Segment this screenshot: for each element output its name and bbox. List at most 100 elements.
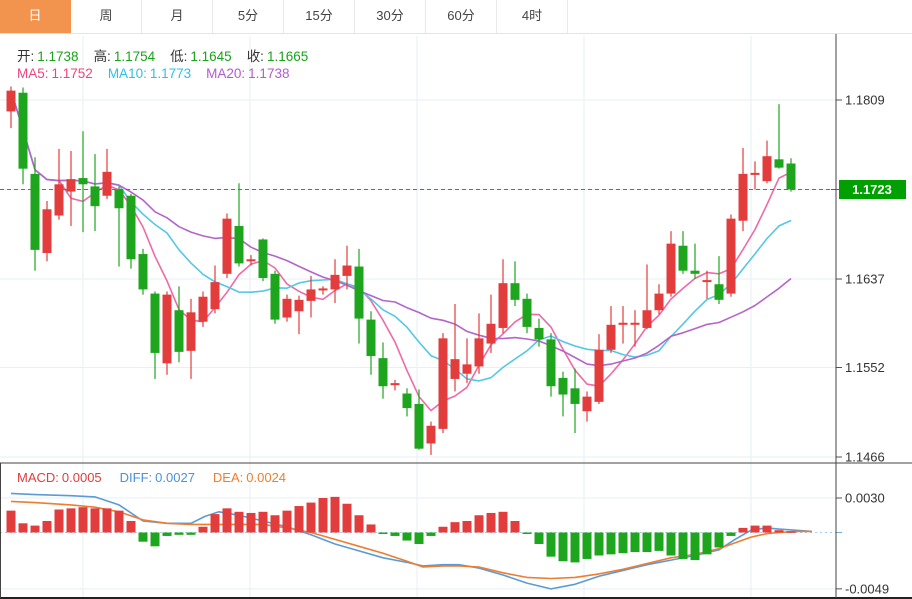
macd-bar — [126, 521, 136, 533]
macd-bar — [750, 525, 760, 533]
macd-bar — [90, 508, 100, 533]
candle-body — [90, 186, 100, 207]
current-price-badge: 1.1723 — [831, 180, 906, 200]
tab-60min[interactable]: 60分 — [426, 0, 497, 33]
candle-body — [762, 156, 772, 182]
macd-bar — [558, 532, 568, 562]
macd-bar — [498, 511, 508, 533]
macd-bar — [306, 502, 316, 533]
macd-bar — [522, 532, 532, 534]
candle-body — [66, 179, 76, 192]
candle-body — [702, 280, 712, 283]
candle-body — [786, 163, 796, 190]
candles-group — [6, 86, 796, 455]
candle-body — [30, 173, 40, 250]
macd-bar — [486, 512, 496, 533]
candle-body — [330, 274, 340, 290]
candle-body — [402, 393, 412, 409]
macd-bar — [630, 532, 640, 553]
ma5-value: MA5: 1.1752 — [17, 66, 93, 81]
macd-bar — [114, 510, 124, 533]
tab-30min[interactable]: 30分 — [355, 0, 426, 33]
macd-bar — [18, 523, 28, 533]
candle-body — [510, 283, 520, 300]
ma10-line — [10, 90, 792, 382]
macd-bar — [222, 508, 232, 533]
candle-body — [390, 383, 400, 386]
candle-body — [654, 293, 664, 311]
candle-body — [234, 225, 244, 264]
macd-bar — [402, 532, 412, 541]
candle-body — [714, 284, 724, 300]
candle-body — [306, 289, 316, 301]
candle-body — [18, 92, 28, 169]
open-value: 开: 1.1738 — [17, 49, 79, 64]
macd-bar — [30, 525, 40, 533]
ma20-line — [10, 90, 792, 367]
candle-body — [150, 293, 160, 353]
macd-bar — [174, 532, 184, 535]
ma-legend: MA5: 1.1752 MA10: 1.1773 MA20: 1.1738 — [17, 66, 289, 81]
macd-bar — [786, 531, 796, 533]
candle-body — [618, 322, 628, 325]
macd-bar — [78, 507, 88, 533]
candle-body — [750, 172, 760, 175]
candle-body — [726, 218, 736, 294]
macd-bar — [366, 524, 376, 533]
macd-bar — [702, 532, 712, 555]
candle-body — [42, 209, 52, 253]
dea-line — [10, 500, 812, 580]
chart-canvas[interactable]: 1.1809 1.1723 1.1637 1.1552 1.1466 0.0030 -0.0… — [0, 34, 912, 599]
macd-bar — [570, 532, 580, 563]
candle-body — [354, 266, 364, 319]
tab-month[interactable]: 月 — [142, 0, 213, 33]
macd-bar — [138, 532, 148, 542]
candle-body — [498, 283, 508, 328]
period-tabbar: 日周月 5分 15分 30分 60分 4时 — [0, 0, 912, 34]
candle-body — [534, 327, 544, 340]
candle-body — [342, 265, 352, 276]
svg-text:1.1723: 1.1723 — [852, 182, 892, 197]
macd-axis-label: -0.0049 — [845, 581, 889, 596]
candle-body — [774, 159, 784, 168]
macd-value: MACD: 0.0005 — [17, 470, 102, 485]
candle-body — [474, 338, 484, 367]
tab-5min[interactable]: 5分 — [213, 0, 284, 33]
candle-body — [270, 273, 280, 320]
ohlc-legend: 开: 1.1738 高: 1.1754 低: 1.1645 收: 1.1665 — [17, 45, 308, 65]
candle-body — [414, 403, 424, 449]
candle-body — [630, 322, 640, 325]
candle-body — [282, 298, 292, 318]
candle-body — [210, 282, 220, 310]
macd-bar — [294, 506, 304, 533]
price-axis-label: 1.1809 — [845, 93, 885, 108]
candle-body — [594, 349, 604, 402]
macd-bar — [462, 521, 472, 533]
candle-body — [666, 243, 676, 294]
candle-body — [738, 173, 748, 221]
macd-bar — [102, 508, 112, 533]
candle-body — [126, 195, 136, 260]
macd-bar — [546, 532, 556, 557]
tab-15min[interactable]: 15分 — [284, 0, 355, 33]
macd-bar — [474, 515, 484, 533]
candle-body — [258, 239, 268, 278]
macd-bar — [258, 511, 268, 533]
tab-day[interactable]: 日 — [0, 0, 71, 33]
macd-bar — [186, 532, 196, 535]
low-value: 低: 1.1645 — [170, 49, 232, 64]
macd-bar — [282, 510, 292, 533]
macd-bar — [162, 532, 172, 536]
macd-bar — [318, 498, 328, 533]
macd-bar — [246, 512, 256, 533]
macd-bar — [510, 521, 520, 533]
tab-week[interactable]: 周 — [71, 0, 142, 33]
candle-body — [114, 189, 124, 209]
macd-bar — [714, 532, 724, 548]
diff-value: DIFF: 0.0027 — [119, 470, 195, 485]
tab-4hour[interactable]: 4时 — [497, 0, 568, 33]
candle-body — [378, 358, 388, 387]
macd-bar — [678, 532, 688, 559]
candle-body — [678, 245, 688, 271]
